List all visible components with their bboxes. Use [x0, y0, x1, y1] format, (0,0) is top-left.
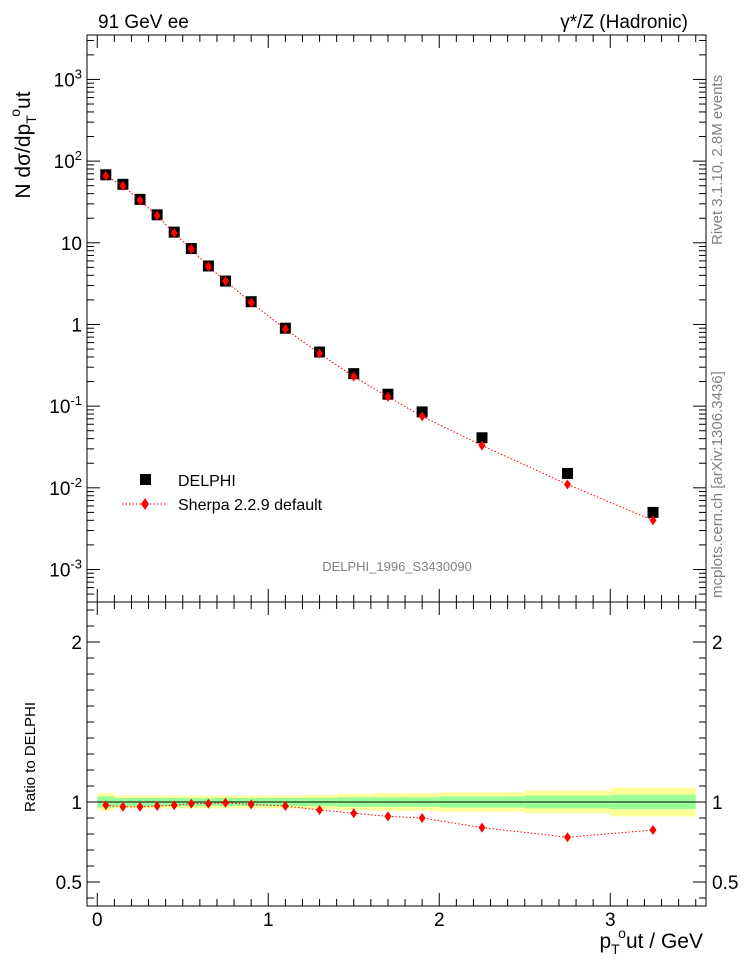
- header-right-label: γ*/Z (Hadronic): [560, 12, 688, 33]
- sherpa-ratio-point: [119, 801, 127, 812]
- delphi-data-point: [561, 467, 573, 479]
- sherpa-ratio-point: [136, 801, 144, 812]
- y-tick-label: 10-3: [49, 556, 82, 581]
- y-tick-label: 102: [54, 148, 82, 173]
- main-frame: [86, 34, 707, 603]
- x-tick-label: 1: [263, 910, 274, 931]
- sherpa-ratio-point: [350, 808, 358, 819]
- sherpa-ratio-point: [204, 798, 212, 809]
- y-tick-label: 10-2: [49, 475, 82, 500]
- x-axis-title: pTout / GeV: [599, 925, 703, 957]
- x-tick-label: 2: [434, 910, 445, 931]
- ratio-y-tick-label: 0.5: [56, 873, 82, 894]
- sherpa-data-point: [281, 324, 289, 335]
- ratio-panel: 0 1 2 3 0.5 0.5 1 1 2 2: [56, 601, 738, 931]
- legend-label-sherpa: Sherpa 2.2.9 default: [178, 497, 323, 514]
- sherpa-data-point: [384, 391, 392, 402]
- sherpa-ratio-point: [478, 822, 486, 833]
- sherpa-data-point: [563, 479, 571, 490]
- sherpa-data-point: [102, 170, 110, 181]
- x-tick-label: 3: [605, 910, 616, 931]
- ratio-y-tick-label: 2: [71, 633, 82, 654]
- legend-label-delphi: DELPHI: [178, 473, 236, 490]
- ratio-y-tick-label-right: 1: [712, 793, 723, 814]
- rivet-version-label: Rivet 3.1.10, 2.8M events: [709, 75, 726, 245]
- ratio-y-tick-label: 1: [71, 793, 82, 814]
- main-panel: 10-3 10-2 10-1 1 10 102 103: [49, 34, 707, 603]
- ratio-y-axis-title: Ratio to DELPHI: [22, 702, 39, 812]
- legend: DELPHI Sherpa 2.2.9 default: [122, 473, 323, 514]
- sherpa-ratio-curve: [105, 802, 654, 838]
- delphi-data-point: [476, 432, 488, 444]
- sherpa-ratio-point: [649, 825, 657, 835]
- sherpa-ratio-point: [153, 801, 161, 811]
- analysis-watermark: DELPHI_1996_S3430090: [322, 559, 472, 574]
- sherpa-ratio-point: [187, 798, 195, 809]
- y-tick-label: 10-1: [49, 393, 82, 418]
- sherpa-data-point: [136, 195, 144, 206]
- sherpa-data-point: [247, 297, 255, 308]
- legend-marker-delphi: [140, 474, 151, 485]
- sherpa-ratio-point: [247, 799, 255, 810]
- mcplots-label: mcplots.cern.ch [arXiv:1306.3436]: [709, 371, 726, 598]
- sherpa-data-point: [187, 243, 195, 254]
- y-tick-label: 10: [61, 234, 82, 255]
- ratio-frame: [86, 601, 707, 907]
- delphi-data-point: [647, 506, 659, 518]
- sherpa-data-point: [222, 276, 230, 287]
- sherpa-ratio-point: [563, 832, 571, 843]
- sherpa-ratio-point: [170, 800, 178, 811]
- sherpa-data-point: [119, 180, 127, 191]
- main-y-axis-title: N dσ/dpTout: [7, 91, 39, 198]
- x-tick-label: 0: [92, 910, 103, 931]
- sherpa-data-point: [153, 210, 161, 221]
- sherpa-ratio-point: [418, 813, 426, 823]
- sherpa-data-point: [170, 227, 178, 238]
- sherpa-ratio-point: [281, 801, 289, 811]
- legend-marker-sherpa: [141, 498, 149, 510]
- sherpa-data-point: [350, 371, 358, 382]
- sherpa-data-point: [478, 440, 486, 451]
- ratio-y-tick-label-right: 0.5: [712, 873, 738, 894]
- sherpa-ratio-point: [102, 800, 110, 811]
- y-tick-label: 103: [54, 66, 82, 91]
- sherpa-ratio-point: [222, 797, 230, 808]
- sherpa-ratio-point: [384, 811, 392, 822]
- header-left-label: 91 GeV ee: [98, 12, 189, 33]
- sherpa-data-point: [418, 411, 426, 422]
- sherpa-data-point: [649, 515, 657, 526]
- y-tick-label: 1: [71, 315, 82, 336]
- sherpa-ratio-point: [316, 805, 324, 815]
- ratio-y-tick-label-right: 2: [712, 633, 723, 654]
- sherpa-data-point: [316, 348, 324, 359]
- sherpa-data-point: [204, 261, 212, 272]
